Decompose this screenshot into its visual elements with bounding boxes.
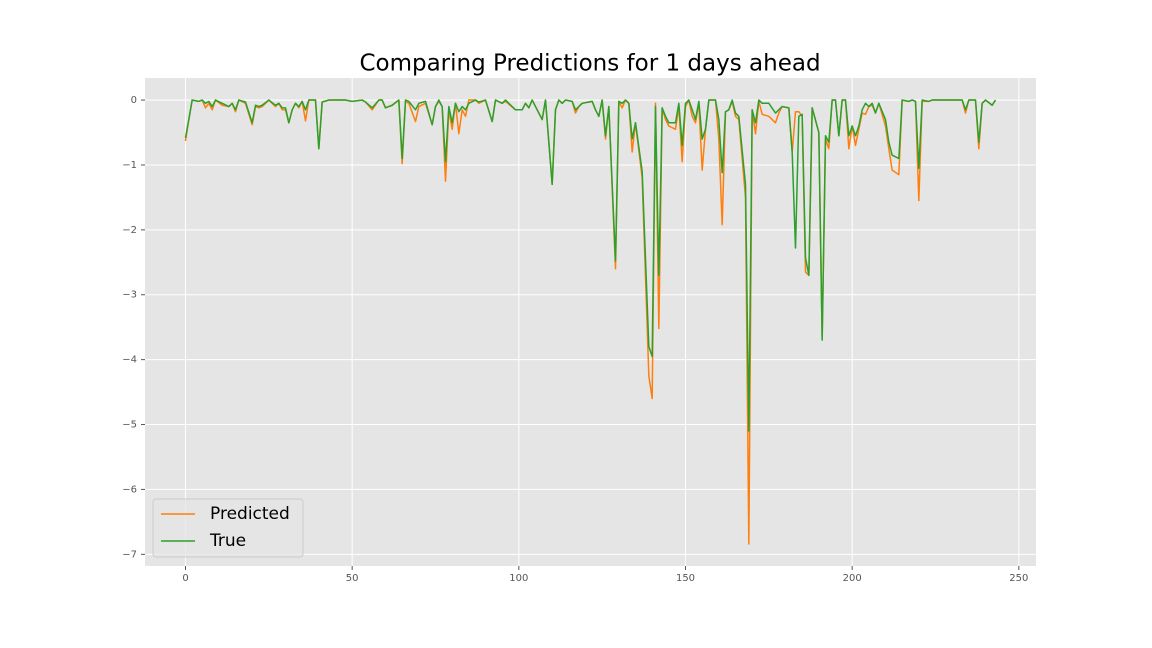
legend-label: Predicted [210,504,290,524]
y-tick-label: −7 [122,549,137,560]
x-tick-label: 100 [509,573,528,584]
chart-title: Comparing Predictions for 1 days ahead [359,51,820,77]
series-line [184,99,997,432]
y-tick-label: 0 [131,95,137,106]
y-tick-label: −6 [122,484,137,495]
x-tick-label: 0 [182,573,188,584]
legend-label: True [209,531,246,551]
plot-area [145,78,1036,566]
y-tick-label: −5 [122,420,137,431]
x-tick-label: 200 [843,573,862,584]
y-tick-label: −4 [122,355,137,366]
x-tick-label: 150 [676,573,695,584]
y-tick-label: −3 [122,290,137,301]
y-tick-label: −1 [122,160,137,171]
y-tick-label: −2 [122,225,137,236]
x-tick-label: 250 [1009,573,1028,584]
x-tick-label: 50 [346,573,359,584]
